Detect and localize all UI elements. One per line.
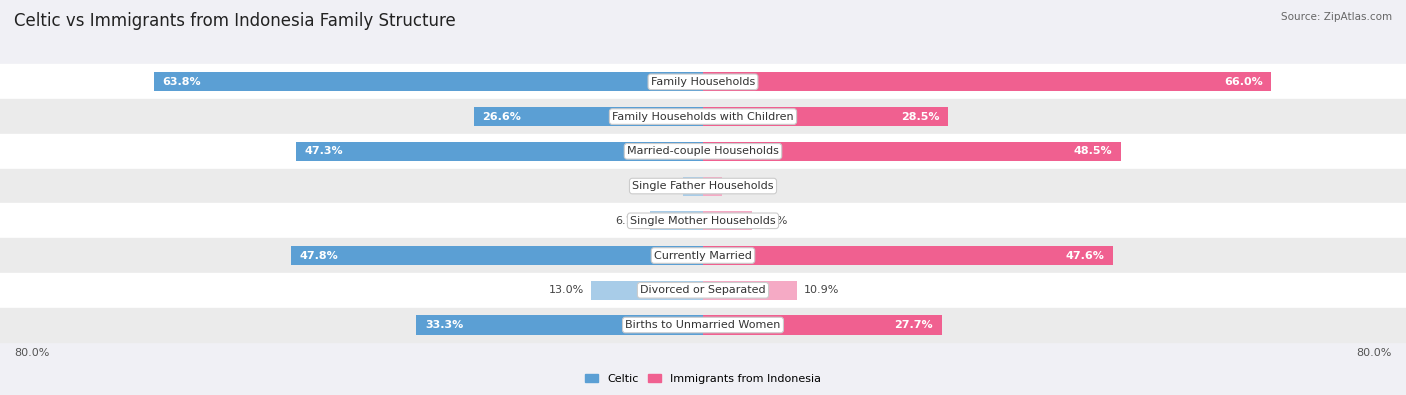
Bar <box>416 316 703 335</box>
Text: 26.6%: 26.6% <box>482 111 522 122</box>
Text: Family Households with Children: Family Households with Children <box>612 111 794 122</box>
Bar <box>474 107 703 126</box>
Bar <box>703 177 721 196</box>
Text: Single Father Households: Single Father Households <box>633 181 773 191</box>
Bar <box>683 177 703 196</box>
Text: 27.7%: 27.7% <box>894 320 934 330</box>
Bar <box>651 211 703 230</box>
Bar <box>0 64 1406 99</box>
Text: Currently Married: Currently Married <box>654 250 752 261</box>
Legend: Celtic, Immigrants from Indonesia: Celtic, Immigrants from Indonesia <box>581 369 825 388</box>
Bar <box>295 142 703 161</box>
Bar <box>0 203 1406 238</box>
Text: Single Mother Households: Single Mother Households <box>630 216 776 226</box>
Bar <box>703 107 949 126</box>
Bar <box>703 281 797 300</box>
Bar <box>703 211 752 230</box>
Bar <box>703 246 1114 265</box>
Text: 80.0%: 80.0% <box>1357 348 1392 357</box>
Text: 5.7%: 5.7% <box>759 216 787 226</box>
Text: 2.3%: 2.3% <box>648 181 676 191</box>
Text: 13.0%: 13.0% <box>548 285 583 295</box>
Text: 47.6%: 47.6% <box>1066 250 1104 261</box>
Bar <box>0 169 1406 203</box>
Bar <box>703 142 1121 161</box>
Text: Celtic vs Immigrants from Indonesia Family Structure: Celtic vs Immigrants from Indonesia Fami… <box>14 12 456 30</box>
Bar <box>591 281 703 300</box>
Text: 28.5%: 28.5% <box>901 111 939 122</box>
Text: 6.1%: 6.1% <box>616 216 644 226</box>
Text: 80.0%: 80.0% <box>14 348 49 357</box>
Text: Births to Unmarried Women: Births to Unmarried Women <box>626 320 780 330</box>
Bar <box>0 273 1406 308</box>
Bar <box>0 238 1406 273</box>
Bar <box>0 134 1406 169</box>
Text: 66.0%: 66.0% <box>1225 77 1263 87</box>
Text: 63.8%: 63.8% <box>162 77 201 87</box>
Bar <box>153 72 703 91</box>
Bar <box>0 99 1406 134</box>
Text: 2.2%: 2.2% <box>728 181 758 191</box>
Text: 47.8%: 47.8% <box>299 250 339 261</box>
Bar <box>703 72 1271 91</box>
Text: 10.9%: 10.9% <box>804 285 839 295</box>
Text: Family Households: Family Households <box>651 77 755 87</box>
Bar <box>291 246 703 265</box>
Text: 33.3%: 33.3% <box>425 320 463 330</box>
Text: 47.3%: 47.3% <box>304 146 343 156</box>
Text: 48.5%: 48.5% <box>1073 146 1112 156</box>
Bar <box>0 308 1406 342</box>
Text: Divorced or Separated: Divorced or Separated <box>640 285 766 295</box>
Text: Source: ZipAtlas.com: Source: ZipAtlas.com <box>1281 12 1392 22</box>
Text: Married-couple Households: Married-couple Households <box>627 146 779 156</box>
Bar <box>703 316 942 335</box>
